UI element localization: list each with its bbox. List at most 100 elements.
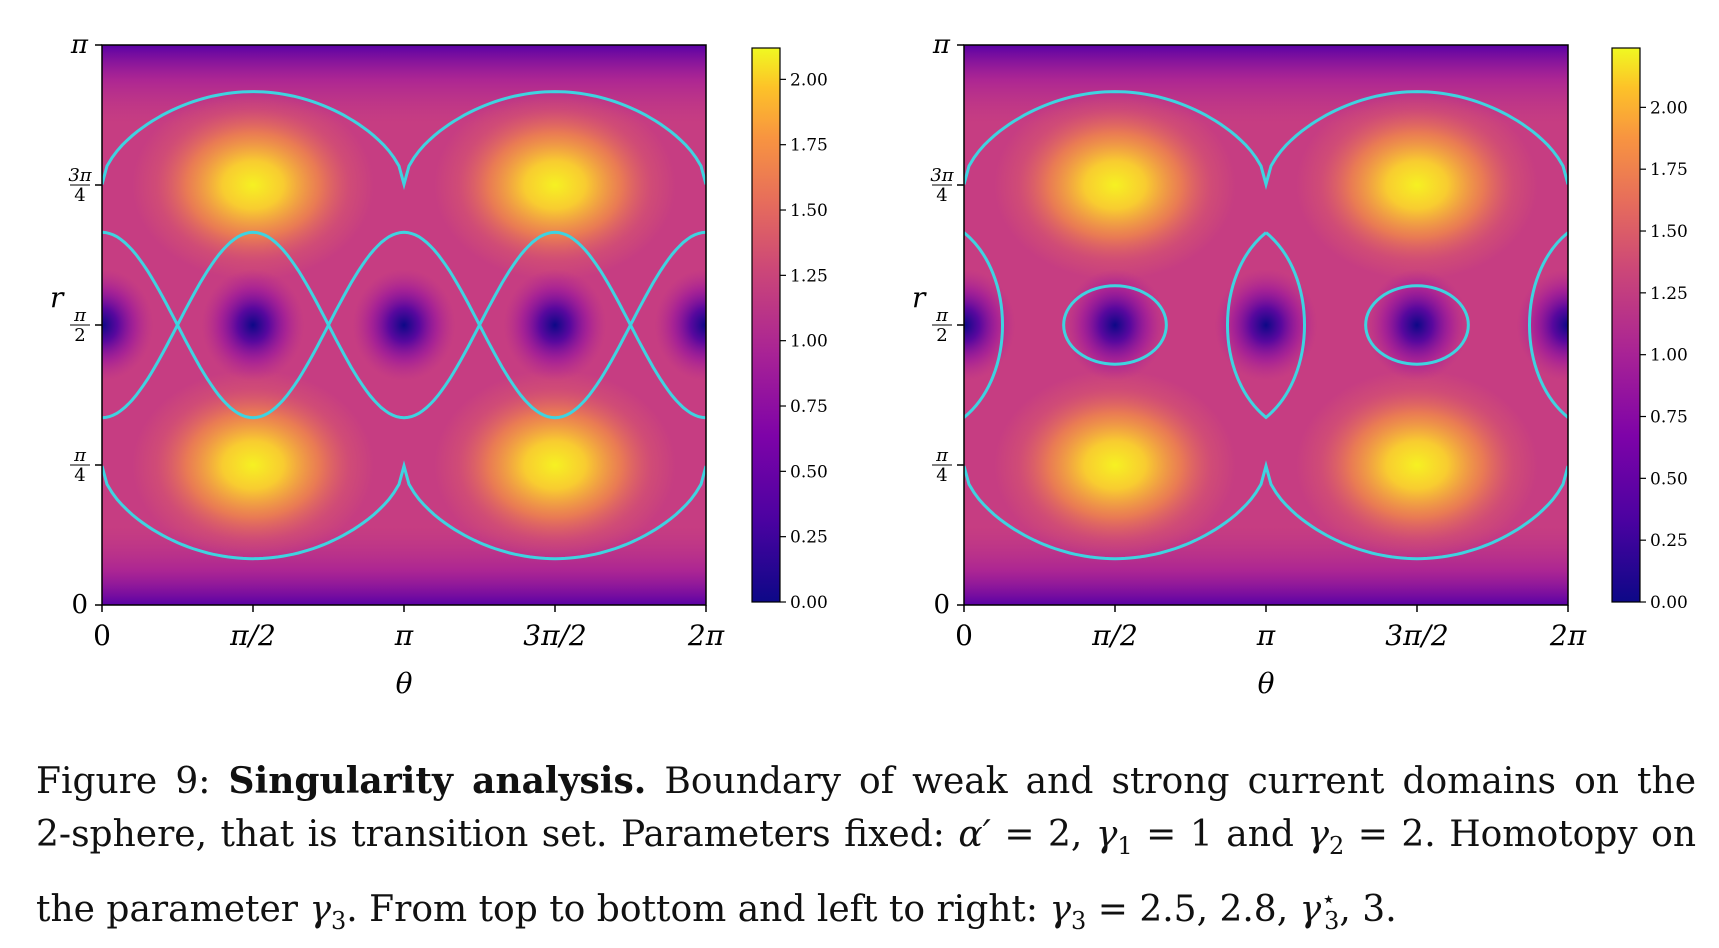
ytick-label-num: 3π [930, 165, 954, 186]
caption-label: Figure 9: [36, 761, 211, 802]
colorbar-tick-label: 1.50 [1650, 222, 1688, 242]
colorbar-tick-label: 0.25 [1650, 531, 1688, 551]
colorbar-tick-label: 0.00 [790, 593, 828, 613]
caption-line-3: the parameter γ3. From top to bottom and… [36, 873, 1696, 948]
caption-text-2b: = 2, [990, 814, 1096, 855]
xtick-label: 2π [1549, 619, 1587, 652]
caption-line-2: 2-sphere, that is transition set. Parame… [36, 808, 1696, 873]
caption-gamma-2: γ [1307, 814, 1329, 855]
heatmap-peak [994, 369, 1236, 561]
colorbar-tick-label: 1.75 [1650, 160, 1688, 180]
caption-gamma-star: γ [1299, 889, 1322, 930]
xlabel: θ [1258, 667, 1275, 700]
ytick-label-num: π [73, 445, 87, 466]
ylabel: r [912, 281, 927, 314]
caption-text-2d: = 2. Homotopy on [1344, 814, 1697, 855]
heatmap-minimum [654, 269, 706, 381]
caption-text-3d: , 3. [1339, 889, 1397, 930]
caption-bold-title: Singularity analysis. [228, 760, 647, 802]
contour-top [102, 90, 706, 190]
caption-line-1: Figure 9: Singularity analysis. Boundary… [36, 755, 1696, 808]
caption-text-3c: = 2.5, 2.8, [1086, 889, 1300, 930]
heatmap-minimum [503, 269, 607, 381]
ytick-label: 0 [933, 590, 950, 620]
heatmap-peak [1296, 89, 1538, 281]
xtick-label: 0 [93, 619, 111, 652]
figure-caption: Figure 9: Singularity analysis. Boundary… [36, 755, 1696, 948]
colorbar-tick-label: 1.00 [790, 332, 828, 352]
caption-text-2c: = 1 and [1132, 814, 1308, 855]
heatmap-minimum [1516, 269, 1568, 381]
caption-text-1: Boundary of weak and strong current doma… [664, 761, 1696, 802]
caption-alpha: α′ [958, 814, 991, 855]
colorbar-tick-label: 0.25 [790, 528, 828, 548]
caption-text-3a: the parameter [36, 889, 310, 930]
caption-sub-3b: 3 [1070, 907, 1087, 935]
colorbar-tick-label: 1.00 [1650, 346, 1688, 366]
caption-text-2a: 2-sphere, that is transition set. Parame… [36, 814, 959, 855]
caption-gamma-3: γ [309, 889, 331, 930]
xtick-label: 3π/2 [523, 619, 586, 652]
xtick-label: 3π/2 [1385, 619, 1448, 652]
colorbar-tick-label: 1.25 [790, 266, 828, 286]
heatmap-field [964, 45, 1568, 605]
contour-bottom [102, 460, 706, 561]
heatmap-peak [994, 89, 1236, 281]
caption-sub-1: 1 [1117, 832, 1133, 860]
ytick-label-num: 3π [68, 165, 92, 186]
colorbar-gradient [751, 47, 781, 603]
ytick-label-num: π [73, 305, 87, 326]
colorbar-tick-label: 2.00 [790, 70, 828, 90]
ytick-label-den: 4 [74, 465, 85, 486]
contour-lines [102, 90, 706, 561]
contour-lens-left [964, 231, 1005, 420]
xtick-label: π [394, 619, 414, 652]
contour-loop-1 [1062, 284, 1168, 366]
contour-lens-center [1225, 231, 1307, 420]
xlabel: θ [396, 667, 413, 700]
caption-gamma-3b: γ [1049, 889, 1071, 930]
colorbar: 2.00 1.75 1.50 1.25 1.00 0.75 0.50 0.25 0.00 [751, 47, 828, 613]
heatmap-peak [132, 89, 374, 281]
contour-middle-b [102, 230, 706, 420]
colorbar-tick-label: 1.75 [790, 136, 828, 156]
ytick-label-num: π [935, 305, 949, 326]
heatmap-field [102, 45, 706, 605]
heatmap-peak [132, 369, 374, 561]
ytick-label: π [70, 30, 89, 60]
ytick-label-den: 2 [74, 325, 85, 346]
ytick-label-den: 4 [74, 185, 85, 206]
heatmap-minimum [964, 269, 1016, 381]
colorbar-tick-label: 2.00 [1650, 98, 1688, 118]
colorbar-tick-label: 0.50 [1650, 469, 1688, 489]
ylabel: r [50, 281, 65, 314]
ytick-label: 0 [71, 590, 88, 620]
xtick-label: π/2 [229, 619, 276, 652]
heatmap-minimum [201, 269, 305, 381]
ytick-label: π [932, 30, 951, 60]
xtick-label: π/2 [1091, 619, 1138, 652]
xtick-label: π [1256, 619, 1276, 652]
colorbar: 2.00 1.75 1.50 1.25 1.00 0.75 0.50 0.25 0.00 [1611, 47, 1688, 613]
heatmap-minimum [352, 269, 456, 381]
caption-sub-3: 3 [330, 907, 347, 935]
ytick-label-den: 4 [936, 465, 947, 486]
contour-lines [964, 90, 1568, 561]
heatmap-minimum [1214, 269, 1318, 381]
contour-lens-right [1527, 231, 1568, 420]
heatmap-minimum [1063, 269, 1167, 381]
contour-bottom [964, 460, 1568, 561]
heatmap-minimum [102, 269, 154, 381]
heatmap-peak [434, 89, 676, 281]
colorbar-tick-label: 0.50 [790, 462, 828, 482]
colorbar-gradient [1611, 47, 1641, 603]
caption-gamma-1: γ [1095, 814, 1118, 855]
ytick-label-num: π [935, 445, 949, 466]
heatmap-peak [434, 369, 676, 561]
colorbar-tick-label: 0.75 [1650, 408, 1688, 428]
caption-sub-3c: 3 [1324, 907, 1340, 935]
heatmap-peak [1296, 369, 1538, 561]
